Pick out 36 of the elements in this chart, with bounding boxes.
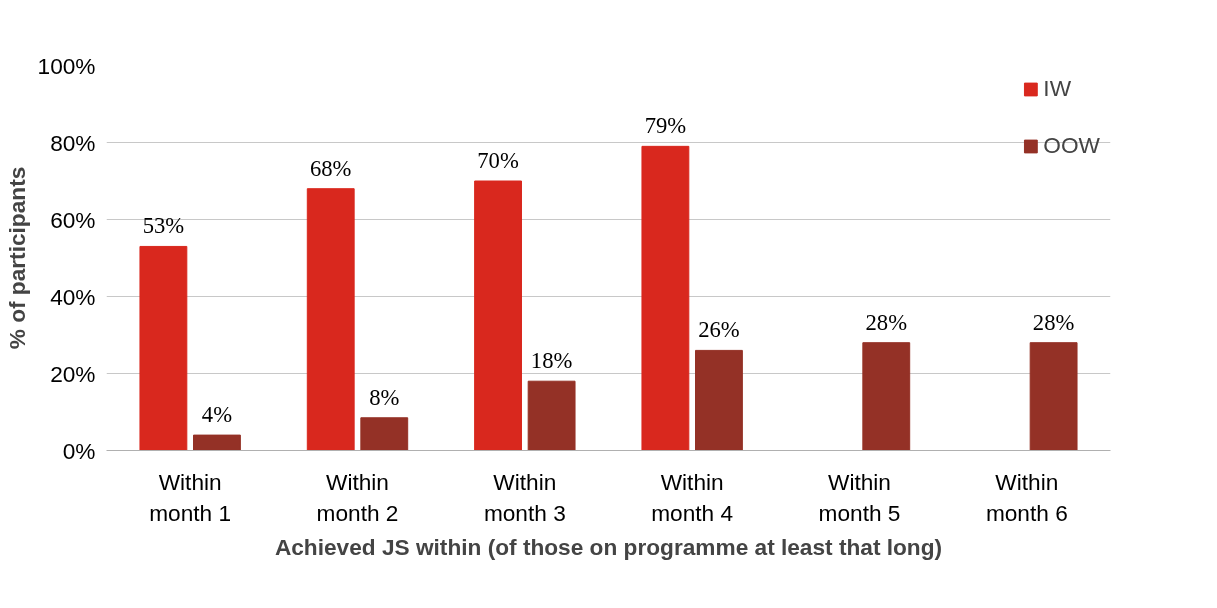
- data-label: 28%: [865, 309, 908, 335]
- bar: [527, 380, 576, 451]
- x-tick-label: Within month 3: [483, 468, 566, 526]
- bar: [360, 417, 409, 451]
- legend-label: OOW: [1043, 132, 1100, 159]
- x-tick-label: Within month 5: [818, 468, 901, 526]
- data-label: 18%: [530, 348, 573, 374]
- x-tick-label: Within month 2: [316, 468, 399, 526]
- bar: [139, 245, 188, 451]
- y-tick-label: 40%: [50, 283, 96, 310]
- data-label: 26%: [698, 317, 740, 343]
- y-tick-label: 80%: [50, 129, 96, 156]
- y-tick-label: 100%: [37, 52, 96, 79]
- data-label: 79%: [644, 113, 687, 139]
- data-label: 68%: [309, 155, 352, 181]
- bar: [695, 349, 743, 451]
- bar: [1029, 342, 1078, 451]
- y-axis-title: % of participants: [3, 166, 30, 350]
- data-label: 70%: [477, 148, 519, 173]
- x-tick-label: Within month 6: [985, 468, 1068, 526]
- y-tick-label: 20%: [50, 360, 96, 387]
- bar: [306, 188, 355, 451]
- x-tick-label: Within month 1: [149, 468, 232, 526]
- bar: [862, 342, 911, 451]
- data-label: 53%: [142, 213, 185, 239]
- data-label: 8%: [369, 384, 400, 410]
- bar: [641, 145, 690, 451]
- x-axis-title: Achieved JS within (of those on programme at least that long): [274, 533, 943, 560]
- bar: [193, 434, 241, 451]
- x-tick-label: Within month 4: [651, 468, 734, 526]
- y-tick-label: 0%: [62, 437, 96, 464]
- bar: [474, 180, 522, 451]
- data-label: 28%: [1032, 309, 1075, 335]
- legend-label: IW: [1043, 75, 1072, 102]
- y-tick-label: 60%: [50, 206, 96, 233]
- data-label: 4%: [201, 402, 233, 428]
